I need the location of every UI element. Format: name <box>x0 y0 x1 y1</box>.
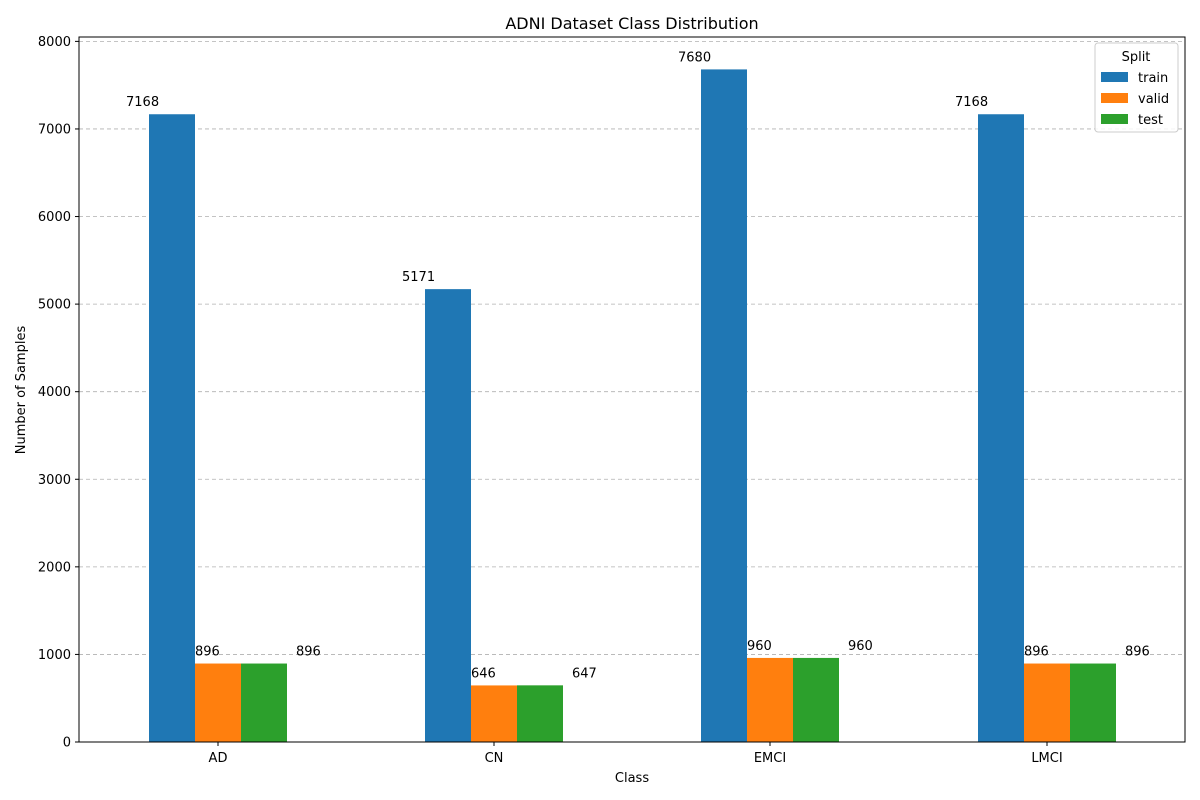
bar-label-train-LMCI: 7168 <box>955 95 988 110</box>
bar-label-train-AD: 7168 <box>126 95 159 110</box>
bar-valid-EMCI <box>747 657 793 742</box>
legend-swatch-test <box>1101 114 1128 124</box>
x-tick-label: EMCI <box>754 751 786 766</box>
y-tick-label: 4000 <box>38 385 71 400</box>
y-gridlines <box>79 40 1185 655</box>
legend-label-train: train <box>1138 71 1168 86</box>
bar-test-EMCI <box>793 657 839 742</box>
bar-label-test-LMCI: 896 <box>1125 645 1150 660</box>
bar-value-labels: 7168 5171 7680 7168 896 646 960 896 896 647 960 896 <box>126 50 1150 681</box>
y-tick-label: 6000 <box>38 210 71 225</box>
bar-label-valid-AD: 896 <box>195 645 220 660</box>
bar-train-LMCI <box>978 114 1024 743</box>
chart-title: ADNI Dataset Class Distribution <box>505 14 758 33</box>
bar-label-test-CN: 647 <box>572 666 597 681</box>
y-axis-label: Number of Samples <box>14 326 29 455</box>
bar-label-valid-CN: 646 <box>471 666 496 681</box>
bar-valid-CN <box>471 685 517 742</box>
legend-label-test: test <box>1138 113 1163 128</box>
bar-valid-LMCI <box>1024 663 1070 742</box>
x-tick-label: AD <box>209 751 228 766</box>
legend: Split train valid test <box>1094 42 1179 133</box>
bar-test-LMCI <box>1070 663 1116 742</box>
y-tick-label: 8000 <box>38 35 71 50</box>
y-tick-label: 1000 <box>38 648 71 663</box>
bars <box>149 69 1116 743</box>
bar-label-valid-EMCI: 960 <box>747 639 772 654</box>
bar-valid-AD <box>195 663 241 742</box>
x-tick-label: LMCI <box>1031 751 1062 766</box>
legend-box <box>1094 42 1179 133</box>
y-tick-label: 7000 <box>38 122 71 137</box>
legend-swatch-train <box>1101 72 1128 82</box>
x-axis: AD CN EMCI LMCI <box>209 742 1063 766</box>
y-tick-label: 2000 <box>38 560 71 575</box>
x-axis-label: Class <box>615 771 649 786</box>
y-tick-label: 3000 <box>38 473 71 488</box>
bar-train-AD <box>149 114 195 743</box>
bar-train-CN <box>425 289 471 742</box>
y-tick-label: 0 <box>63 736 71 751</box>
bar-test-CN <box>517 685 563 742</box>
bar-train-EMCI <box>701 69 747 742</box>
x-tick-label: CN <box>485 751 504 766</box>
legend-swatch-valid <box>1101 93 1128 103</box>
bar-label-train-CN: 5171 <box>402 270 435 285</box>
y-axis: 0 1000 2000 3000 4000 5000 6000 7000 8000 <box>38 35 79 751</box>
y-tick-label: 5000 <box>38 298 71 313</box>
legend-title: Split <box>1122 50 1151 65</box>
plot-frame <box>78 36 1186 743</box>
bar-label-valid-LMCI: 896 <box>1024 645 1049 660</box>
legend-label-valid: valid <box>1138 92 1169 107</box>
bar-label-test-AD: 896 <box>296 645 321 660</box>
bar-test-AD <box>241 663 287 742</box>
bar-label-train-EMCI: 7680 <box>678 50 711 65</box>
bar-label-test-EMCI: 960 <box>848 639 873 654</box>
